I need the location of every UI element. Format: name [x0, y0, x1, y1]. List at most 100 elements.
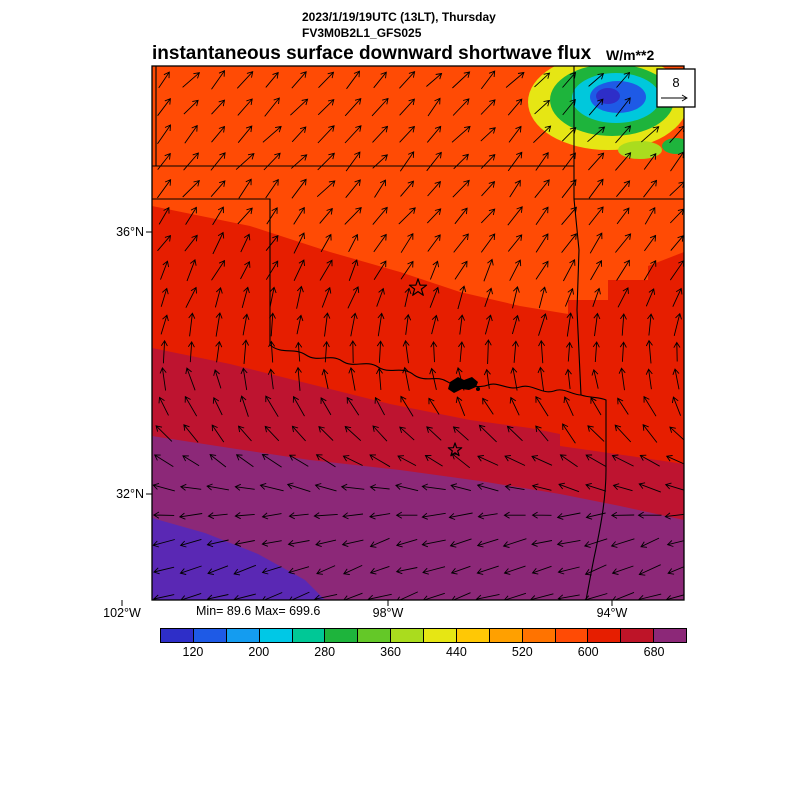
wind-arrow [538, 339, 546, 364]
wind-arrow [372, 425, 388, 442]
wind-arrow [262, 125, 282, 143]
wind-arrow [672, 287, 683, 307]
wind-arrow [428, 397, 440, 415]
wind-arrow [399, 125, 416, 143]
wind-arrow [421, 539, 446, 548]
wind-arrow [667, 566, 684, 575]
wind-arrow [476, 483, 499, 492]
lon-label-94w: 94°W [596, 606, 628, 620]
wind-arrow [179, 565, 202, 575]
wind-arrow [314, 483, 337, 492]
wind-arrow [645, 288, 656, 307]
wind-arrow [534, 99, 551, 115]
wind-arrow [583, 538, 608, 548]
wind-arrow [664, 482, 684, 491]
wind-arrow [587, 126, 606, 143]
wind-arrow [179, 538, 202, 548]
wind-arrow [477, 512, 498, 520]
wind-arrow [185, 286, 197, 308]
wind-arrow [561, 126, 577, 142]
wind-arrow [512, 340, 519, 363]
wind-arrow [261, 512, 282, 520]
colorbar-tick-labels: 120 200 280 360 440 520 600 680 [160, 645, 687, 661]
wind-arrow [454, 260, 468, 280]
colorbar-tick-label: 680 [643, 645, 665, 659]
wind-arrow [616, 71, 631, 88]
wind-arrow [399, 426, 415, 441]
wind-arrow [451, 453, 471, 469]
wind-arrow [535, 260, 549, 280]
lat-label-36n: 36°N [116, 225, 144, 239]
wind-arrow [616, 207, 630, 225]
wind-arrow [348, 366, 356, 391]
wind-arrow [268, 340, 276, 363]
wind-arrow [349, 340, 357, 364]
wind-arrow [236, 71, 254, 89]
colorbar-cell [455, 628, 490, 643]
wind-arrow [503, 565, 526, 575]
wind-arrow [643, 179, 658, 198]
wind-arrow [507, 98, 523, 116]
colorbar-tick-label: 360 [380, 645, 401, 659]
wind-arrow [671, 396, 682, 416]
wind-arrow [480, 153, 496, 169]
wind-arrow [535, 395, 549, 417]
wind-arrow [321, 286, 332, 308]
wind-arrow [455, 396, 466, 416]
wind-arrow [321, 368, 329, 389]
wind-arrow [269, 312, 276, 337]
wind-arrow [644, 234, 657, 252]
wind-arrow [376, 340, 384, 363]
wind-arrow [293, 259, 305, 281]
wind-arrow [158, 396, 169, 416]
wind-arrow [615, 125, 632, 144]
colorbar-cell [488, 628, 523, 643]
wind-arrow [395, 483, 419, 492]
wind-arrow [261, 539, 282, 547]
wind-arrow [643, 152, 657, 170]
colorbar-tick-label: 440 [446, 645, 467, 659]
wind-arrow [585, 454, 607, 467]
wind-arrow [452, 179, 470, 198]
wind-arrow [448, 512, 473, 520]
wind-arrow [375, 367, 383, 390]
wind-arrow [183, 424, 199, 443]
colorbar-tick-label: 280 [314, 645, 336, 659]
wind-arrow [396, 591, 418, 600]
colorbar-cell [423, 628, 457, 643]
wind-arrow [160, 314, 169, 335]
wind-arrow [400, 260, 414, 280]
wind-arrow [265, 260, 279, 280]
wind-arrow [263, 152, 281, 171]
wind-arrow [315, 539, 337, 548]
wind-arrow [369, 512, 391, 520]
wind-arrow [261, 566, 282, 575]
wind-arrow [450, 483, 472, 492]
wind-arrow [562, 98, 576, 116]
wind-arrow [294, 366, 302, 391]
wind-arrow [291, 154, 308, 169]
wind-arrow [320, 397, 332, 416]
wind-arrow [314, 593, 338, 600]
wind-arrow [286, 482, 311, 493]
wind-arrow [643, 395, 657, 417]
wind-arrow [562, 423, 576, 444]
wind-arrow [611, 565, 634, 575]
flux-band-violet [152, 518, 325, 600]
wind-arrow [319, 207, 333, 224]
wind-arrow [531, 539, 553, 547]
wind-arrow [478, 424, 497, 443]
wind-arrow [639, 454, 660, 467]
wind-arrow [669, 426, 684, 441]
wind-arrow [211, 259, 225, 281]
wind-arrow [234, 483, 255, 491]
wind-arrow [291, 178, 307, 199]
wind-arrow [350, 312, 358, 337]
wind-arrow [509, 259, 522, 281]
wind-arrow [373, 260, 387, 280]
wind-arrow [160, 260, 170, 280]
wind-arrow [429, 367, 437, 390]
wind-arrow [238, 178, 252, 199]
wind-arrow [157, 178, 172, 199]
wind-arrow [426, 151, 442, 172]
